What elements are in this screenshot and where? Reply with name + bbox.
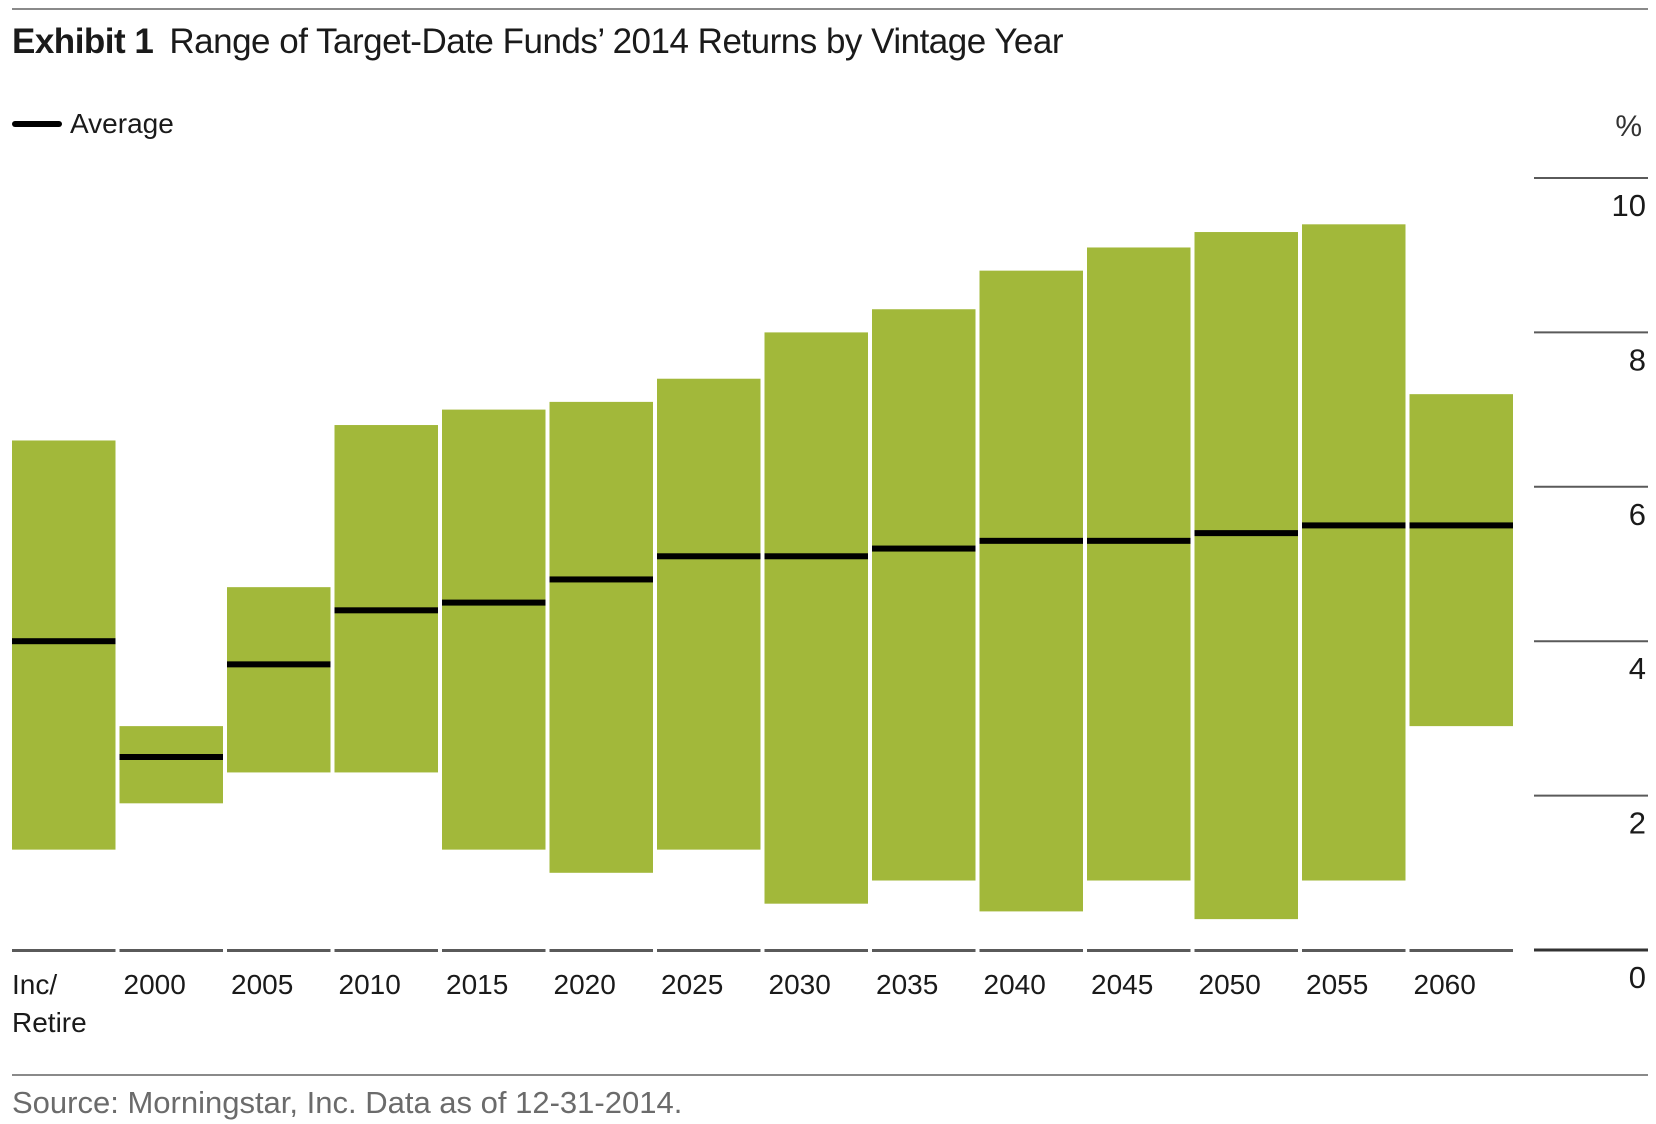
bottom-rule (12, 1074, 1648, 1076)
average-marker (979, 537, 1083, 544)
average-marker (334, 607, 438, 614)
range-bar (872, 309, 976, 881)
average-marker (657, 553, 761, 560)
x-axis-segment (12, 949, 116, 952)
y-axis-unit: % (1615, 110, 1642, 143)
average-marker (227, 661, 331, 668)
average-marker (549, 576, 653, 583)
x-tick-label: 2045 (1091, 969, 1153, 1000)
average-marker (442, 599, 546, 606)
x-axis-segment (442, 949, 546, 952)
average-marker (119, 754, 223, 760)
range-bar (227, 587, 331, 773)
y-tick-label: 8 (1629, 342, 1646, 377)
range-bar (1194, 232, 1298, 920)
x-tick-label: Inc/ (12, 969, 57, 1000)
average-marker (1302, 522, 1406, 529)
exhibit-label: Exhibit 1 (12, 22, 154, 61)
x-axis-segment (872, 949, 976, 952)
y-tick-label: 2 (1629, 806, 1646, 841)
x-axis-segment (549, 949, 653, 952)
y-tick-label: 10 (1612, 188, 1646, 223)
average-swatch (12, 121, 62, 127)
x-tick-label: 2025 (661, 969, 723, 1000)
x-axis-segment (657, 949, 761, 952)
range-bar (119, 726, 223, 804)
x-tick-label: 2060 (1414, 969, 1476, 1000)
range-bar (334, 425, 438, 773)
x-tick-label: 2035 (876, 969, 938, 1000)
x-tick-label: 2015 (446, 969, 508, 1000)
average-marker (764, 553, 868, 560)
y-tick-label: 4 (1629, 651, 1646, 686)
range-bar (12, 440, 116, 850)
x-axis-segment (1194, 949, 1298, 952)
average-marker (872, 545, 976, 552)
x-axis-segment (334, 949, 438, 952)
range-bar (764, 332, 868, 904)
range-bar (549, 401, 653, 873)
average-marker (12, 638, 116, 645)
x-axis-segment (979, 949, 1083, 952)
top-rule (12, 8, 1648, 10)
x-tick-label: 2055 (1306, 969, 1368, 1000)
chart-title: Exhibit 1 Range of Target-Date Funds’ 201… (12, 22, 1064, 62)
range-bar (657, 378, 761, 850)
x-axis-segment (1409, 949, 1513, 952)
x-axis-segment (227, 949, 331, 952)
x-tick-label: 2020 (554, 969, 616, 1000)
range-bar (1409, 394, 1513, 727)
x-tick-label: 2030 (769, 969, 831, 1000)
average-marker (1194, 530, 1298, 537)
title-text: Range of Target-Date Funds’ 2014 Returns… (169, 22, 1064, 61)
y-tick-label: 6 (1629, 497, 1646, 532)
x-tick-label: 2010 (339, 969, 401, 1000)
x-axis-segment (764, 949, 868, 952)
x-tick-label: 2000 (124, 969, 186, 1000)
x-tick-label: Retire (12, 1007, 87, 1038)
x-tick-label: 2005 (231, 969, 293, 1000)
x-axis-segment (119, 949, 223, 952)
range-bar (1302, 224, 1406, 881)
x-tick-label: 2050 (1199, 969, 1261, 1000)
range-bar (979, 270, 1083, 912)
y-tick-label: 0 (1629, 960, 1646, 995)
source-note: Source: Morningstar, Inc. Data as of 12-… (12, 1085, 683, 1120)
average-marker (1087, 537, 1191, 544)
range-bar (1087, 247, 1191, 881)
range-bar (442, 409, 546, 850)
x-axis-segment (1087, 949, 1191, 952)
average-marker (1409, 522, 1513, 529)
x-axis-segment (1302, 949, 1406, 952)
legend-label-average: Average (70, 108, 174, 139)
legend: Average (12, 108, 174, 140)
x-tick-label: 2040 (984, 969, 1046, 1000)
